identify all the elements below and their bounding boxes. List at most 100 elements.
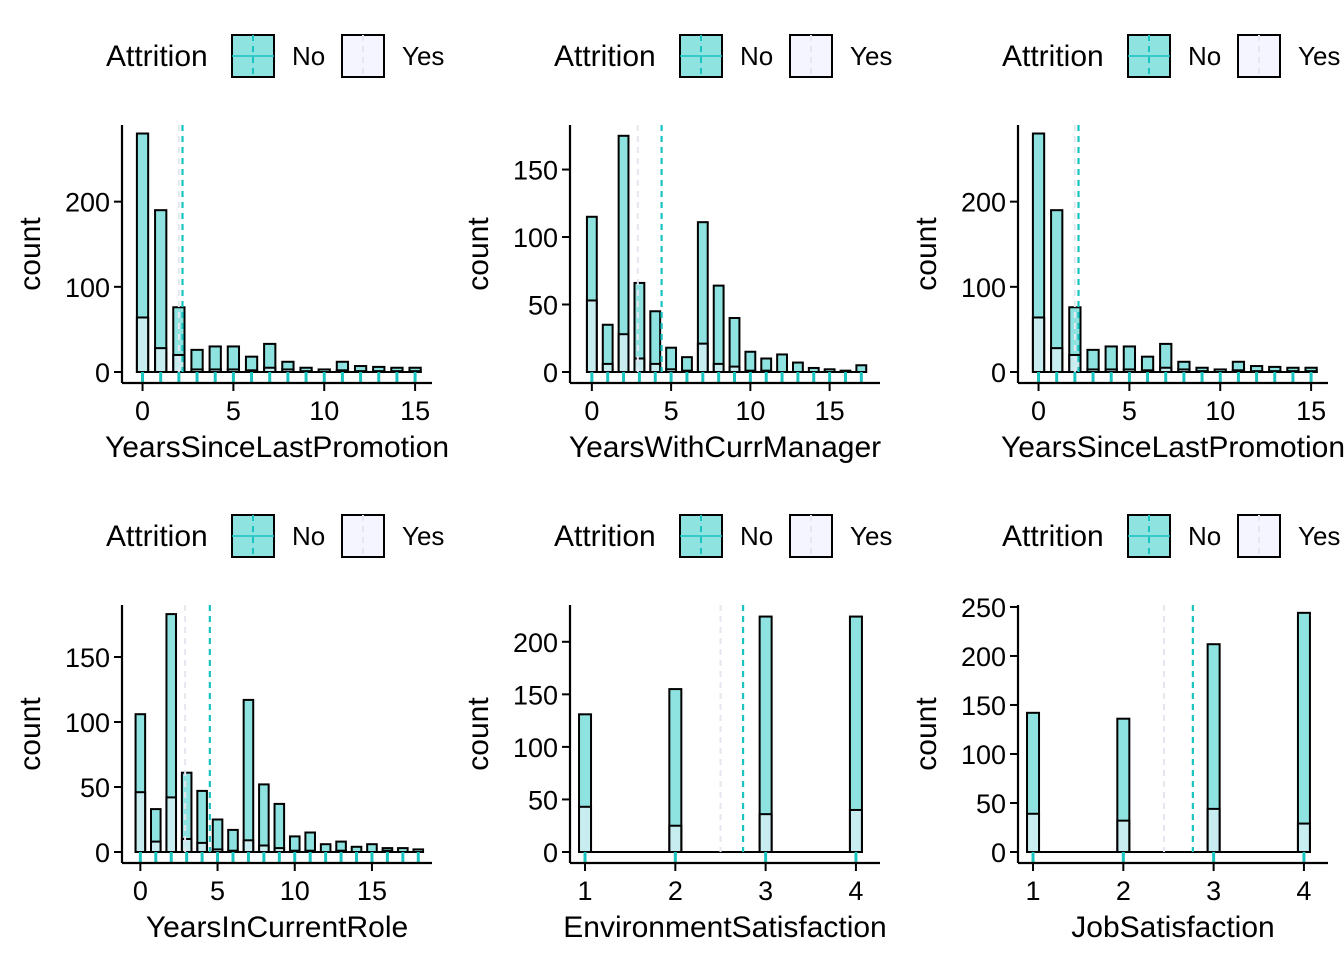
y-tick-label: 150 xyxy=(65,643,110,673)
y-tick-label: 100 xyxy=(65,273,110,303)
x-tick-label: 10 xyxy=(309,396,339,426)
bars xyxy=(1026,611,1311,854)
bar-no xyxy=(1122,345,1137,373)
x-tick-label: 1 xyxy=(578,876,593,906)
y-tick-label: 200 xyxy=(513,628,558,658)
bar-no xyxy=(649,310,662,374)
bar-yes xyxy=(1050,347,1064,374)
x-tick-label: 5 xyxy=(226,396,241,426)
chart-panel-3: Attrition No Yes 0 100 200 0 5 10 15 YearsSinceLas… xyxy=(910,34,1344,464)
x-tick-label: 10 xyxy=(280,876,310,906)
rug xyxy=(590,372,863,382)
bar-yes xyxy=(1026,812,1041,853)
bar-yes xyxy=(758,813,773,854)
rug xyxy=(138,852,420,862)
bar-yes xyxy=(1031,316,1046,373)
x-tick-label: 0 xyxy=(1031,396,1046,426)
x-tick-label: 5 xyxy=(1122,396,1137,426)
bar-yes xyxy=(134,791,147,854)
x-axis-title: JobSatisfaction xyxy=(1071,911,1274,944)
bar-no xyxy=(273,802,286,853)
bar-no xyxy=(712,284,725,374)
bar-yes xyxy=(848,808,863,854)
bar-yes xyxy=(150,840,162,854)
bar-yes xyxy=(617,333,630,373)
legend-label-no: No xyxy=(1188,41,1221,71)
bar-no xyxy=(288,835,301,853)
bar-yes xyxy=(196,841,208,853)
x-tick-label: 15 xyxy=(815,396,845,426)
legend-label-no: No xyxy=(740,41,773,71)
legend-label-yes: Yes xyxy=(402,41,444,71)
x-tick-label: 15 xyxy=(400,396,430,426)
y-axis-title: count xyxy=(910,697,943,771)
x-axis-title: YearsWithCurrManager xyxy=(569,431,881,464)
legend-title: Attrition xyxy=(1002,40,1104,73)
x-tick-label: 4 xyxy=(848,876,863,906)
bar-yes xyxy=(1206,807,1221,853)
legend-label-no: No xyxy=(292,521,325,551)
y-tick-label: 150 xyxy=(513,156,558,186)
y-tick-label: 50 xyxy=(80,773,110,803)
x-tick-label: 4 xyxy=(1296,876,1311,906)
bar-no xyxy=(208,345,222,373)
legend: Attrition No Yes xyxy=(554,34,892,78)
x-tick-label: 2 xyxy=(668,876,683,906)
bar-yes xyxy=(242,839,255,853)
legend-key-yes xyxy=(341,514,385,558)
chart-panel-2: Attrition No Yes 0 50 100 150 0 5 10 15 YearsWithCu… xyxy=(462,34,892,464)
x-tick-label: 10 xyxy=(1205,396,1235,426)
x-tick-label: 2 xyxy=(1116,876,1131,906)
y-tick-label: 150 xyxy=(513,680,558,710)
bar-yes xyxy=(578,805,593,854)
bar-yes xyxy=(154,347,168,374)
rug xyxy=(583,852,858,862)
legend-label-yes: Yes xyxy=(850,521,892,551)
y-tick-label: 0 xyxy=(991,838,1006,868)
chart-panel-4: Attrition No Yes 0 50 100 150 0 5 10 15 YearsInCurr… xyxy=(14,514,444,944)
legend: Attrition No Yes xyxy=(1002,514,1340,558)
y-axis-title: count xyxy=(14,217,47,291)
bar-yes xyxy=(696,342,709,373)
x-tick-label: 5 xyxy=(210,876,225,906)
bar-no xyxy=(319,843,332,854)
y-tick-label: 0 xyxy=(95,838,110,868)
legend: Attrition No Yes xyxy=(106,34,444,78)
x-axis-title: YearsInCurrentRole xyxy=(146,911,408,944)
bar-yes xyxy=(1116,819,1131,853)
x-tick-label: 3 xyxy=(1206,876,1221,906)
bar-no xyxy=(1104,345,1118,373)
y-tick-label: 100 xyxy=(65,708,110,738)
x-axis-title: YearsSinceLastPromotion xyxy=(105,431,449,464)
chart-panel-6: Attrition No Yes 0 50 100 150 200 250 1 2 3 4 JobSati… xyxy=(910,514,1340,944)
y-tick-label: 200 xyxy=(961,188,1006,218)
rug xyxy=(1037,372,1313,382)
y-tick-label: 250 xyxy=(961,593,1006,623)
bar-yes xyxy=(1296,822,1311,854)
bars xyxy=(134,613,425,854)
y-tick-label: 100 xyxy=(513,223,558,253)
x-axis-title: YearsSinceLastPromotion xyxy=(1001,431,1344,464)
legend-title: Attrition xyxy=(106,520,208,553)
y-tick-label: 50 xyxy=(528,291,558,321)
bar-no xyxy=(304,831,316,853)
bar-no xyxy=(211,818,224,853)
bar-yes xyxy=(601,362,614,374)
legend-title: Attrition xyxy=(1002,520,1104,553)
legend-label-yes: Yes xyxy=(850,41,892,71)
y-tick-label: 100 xyxy=(961,273,1006,303)
bar-no xyxy=(242,698,255,853)
x-tick-label: 5 xyxy=(664,396,679,426)
legend-label-yes: Yes xyxy=(1298,521,1340,551)
y-tick-label: 200 xyxy=(961,642,1006,672)
bar-no xyxy=(792,361,804,373)
bar-no xyxy=(744,350,757,373)
bar-no xyxy=(776,353,788,373)
y-tick-label: 200 xyxy=(65,188,110,218)
y-tick-label: 50 xyxy=(528,785,558,815)
y-axis-title: count xyxy=(462,217,495,291)
bar-yes xyxy=(668,824,683,854)
y-tick-label: 0 xyxy=(95,358,110,388)
bar-no xyxy=(226,345,241,373)
x-tick-label: 0 xyxy=(584,396,599,426)
